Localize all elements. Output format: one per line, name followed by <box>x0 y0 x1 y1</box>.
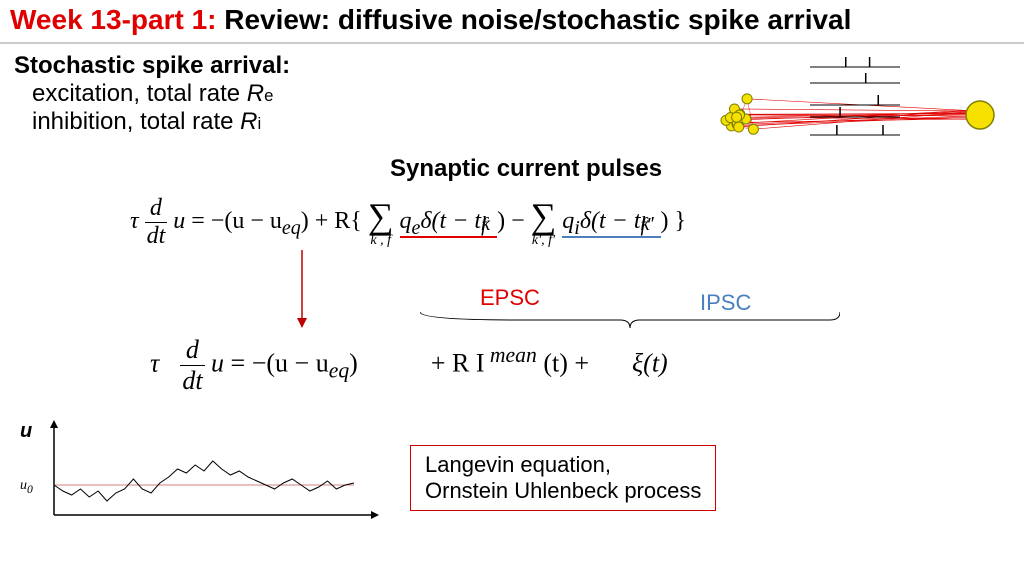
rate-sub-i: i <box>257 114 261 133</box>
langevin-line1: Langevin equation, <box>425 452 701 478</box>
langevin-box: Langevin equation, Ornstein Uhlenbeck pr… <box>410 445 716 511</box>
qe: q <box>400 208 412 234</box>
tau: τ <box>130 208 139 234</box>
rate-symbol-i: R <box>240 108 257 135</box>
sum2-below: k', f' <box>532 233 555 248</box>
sum-1: ∑ k , f <box>368 198 394 248</box>
u0: u <box>20 478 27 493</box>
eq2-rhs: = −(u − u <box>231 348 329 377</box>
close-brace: ) } <box>661 208 687 234</box>
neuron-diagram <box>700 55 1010 160</box>
noise-plot: u u0 <box>20 420 394 555</box>
brace-icon <box>420 310 840 330</box>
dt2: dt <box>182 366 202 395</box>
u-var: u <box>173 208 185 234</box>
eq2-paren: ) <box>349 348 358 377</box>
delta2: δ(t − t <box>580 208 641 234</box>
colon: : <box>282 52 290 79</box>
minus: ) − <box>497 208 531 234</box>
plus-ri: + R I <box>431 348 485 377</box>
inh-text: inhibition, total rate <box>32 108 240 135</box>
ueq-sub: eq <box>282 217 301 239</box>
mean-sup: mean <box>485 343 537 367</box>
epsc-label: EPSC <box>480 285 540 311</box>
qi: q <box>562 208 574 234</box>
eq1-rhs1: = −(u − u <box>191 208 282 234</box>
xi-t: ξ(t) <box>632 348 668 377</box>
u0sub: 0 <box>27 483 33 496</box>
slide-title: Week 13-part 1: Review: diffusive noise/… <box>0 0 1024 44</box>
section-label: Synaptic current pulses <box>390 155 662 183</box>
delta1: δ(t − t <box>420 208 481 234</box>
arrow-down-icon <box>292 250 312 330</box>
eq1-paren: ) + R{ <box>301 208 362 234</box>
title-main: Review: diffusive noise/stochastic spike… <box>216 4 851 35</box>
plot-y0label: u0 <box>20 478 33 496</box>
neuron-svg-icon <box>700 55 1010 155</box>
title-prefix: Week 13-part 1: <box>10 4 216 35</box>
sum1-below: k , f <box>370 233 391 248</box>
d1sub: k <box>481 213 490 235</box>
exc-text: excitation, total rate <box>32 80 247 107</box>
d-num: d <box>150 195 162 221</box>
subtitle-heading-text: Stochastic spike arrival <box>14 52 282 79</box>
rate-sub-e: e <box>264 86 273 105</box>
frac-du-dt: d dt <box>145 195 168 250</box>
ipsc-term: qiδ(t − tf'k' <box>562 208 660 238</box>
noise-svg <box>44 420 394 550</box>
equation-2: τ d dt u = −(u − ueq) + R I mean (t) + ξ… <box>150 335 668 396</box>
equation-1: τ d dt u = −(u − ueq) + R{ ∑ k , f qeδ(t… <box>130 195 686 250</box>
sum-2: ∑ k', f' <box>531 198 557 248</box>
epsc-term: qeδ(t − tfk <box>400 208 498 238</box>
rate-symbol: R <box>247 80 264 107</box>
t-paren: (t) + <box>537 348 589 377</box>
langevin-line2: Ornstein Uhlenbeck process <box>425 478 701 504</box>
tau2: τ <box>150 348 159 377</box>
frac2: d dt <box>180 335 204 396</box>
u2: u <box>211 348 224 377</box>
ueq2: eq <box>329 359 349 383</box>
dt-den: dt <box>147 223 166 249</box>
d2: d <box>186 335 199 364</box>
plot-ylabel: u <box>20 420 32 443</box>
d2sub: k' <box>641 213 654 235</box>
